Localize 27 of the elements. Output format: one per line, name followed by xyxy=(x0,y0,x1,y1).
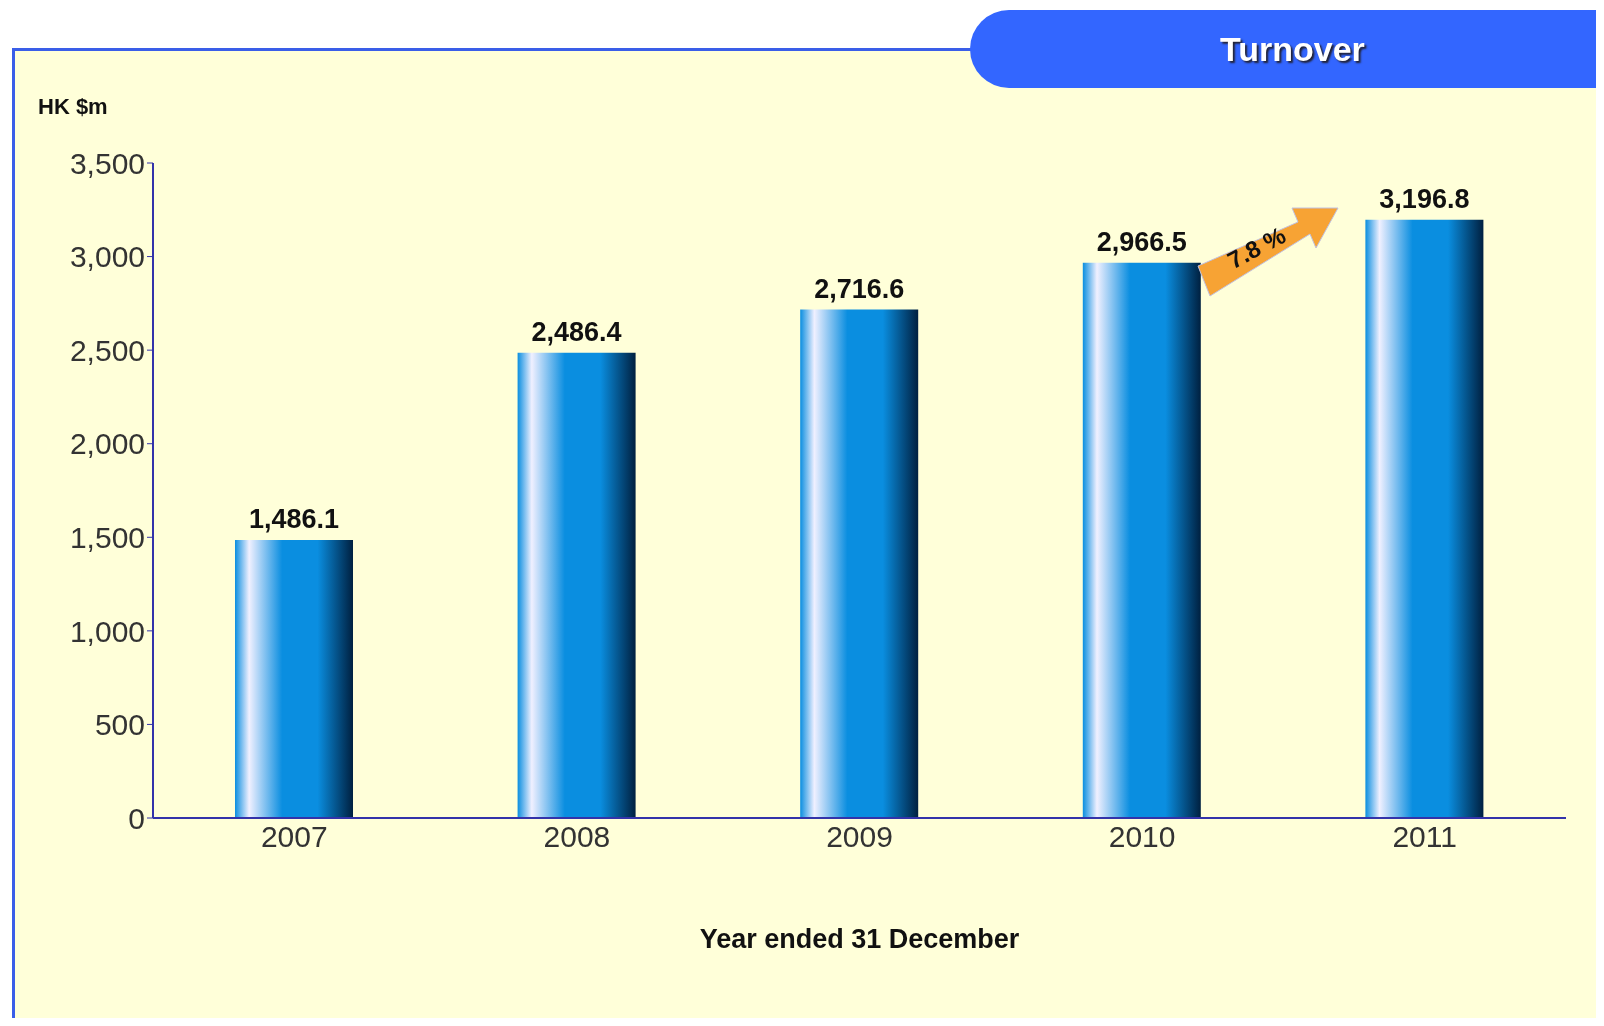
y-tick-label: 1,500 xyxy=(69,520,145,554)
x-tick-label: 2011 xyxy=(1392,820,1457,854)
x-axis-title: Year ended 31 December xyxy=(699,924,1020,954)
data-label: 3,196.8 xyxy=(1379,183,1470,214)
x-tick-label: 2008 xyxy=(543,820,611,854)
y-axis-title: HK $m xyxy=(38,94,108,120)
bar xyxy=(517,352,636,818)
x-tick-label: 2007 xyxy=(260,820,328,854)
y-tick-label: 3,000 xyxy=(69,240,145,274)
y-tick-label: 2,000 xyxy=(69,427,145,461)
bar xyxy=(800,309,919,818)
y-tick-label: 3,500 xyxy=(69,146,145,180)
bar xyxy=(1082,262,1201,818)
bar xyxy=(1365,219,1484,818)
data-label: 1,486.1 xyxy=(248,503,340,534)
data-label: 2,486.4 xyxy=(531,316,622,347)
data-label: 2,966.5 xyxy=(1096,226,1187,257)
y-tick-label: 2,500 xyxy=(69,333,145,367)
data-label: 2,716.6 xyxy=(814,273,905,304)
chart-title: Turnover xyxy=(1219,29,1366,70)
y-tick-label: 1,000 xyxy=(69,614,145,648)
annotation: 7.8 % xyxy=(1223,221,1291,275)
bar xyxy=(235,539,353,818)
y-tick-label: 500 xyxy=(94,708,145,742)
x-tick-label: 2009 xyxy=(826,820,893,854)
y-tick-label: 0 xyxy=(128,801,145,835)
x-tick-label: 2010 xyxy=(1108,820,1176,854)
